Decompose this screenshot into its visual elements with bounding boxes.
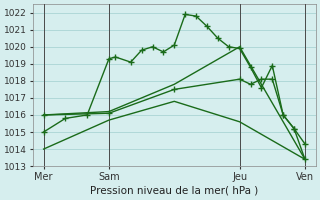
X-axis label: Pression niveau de la mer( hPa ): Pression niveau de la mer( hPa ): [90, 186, 259, 196]
